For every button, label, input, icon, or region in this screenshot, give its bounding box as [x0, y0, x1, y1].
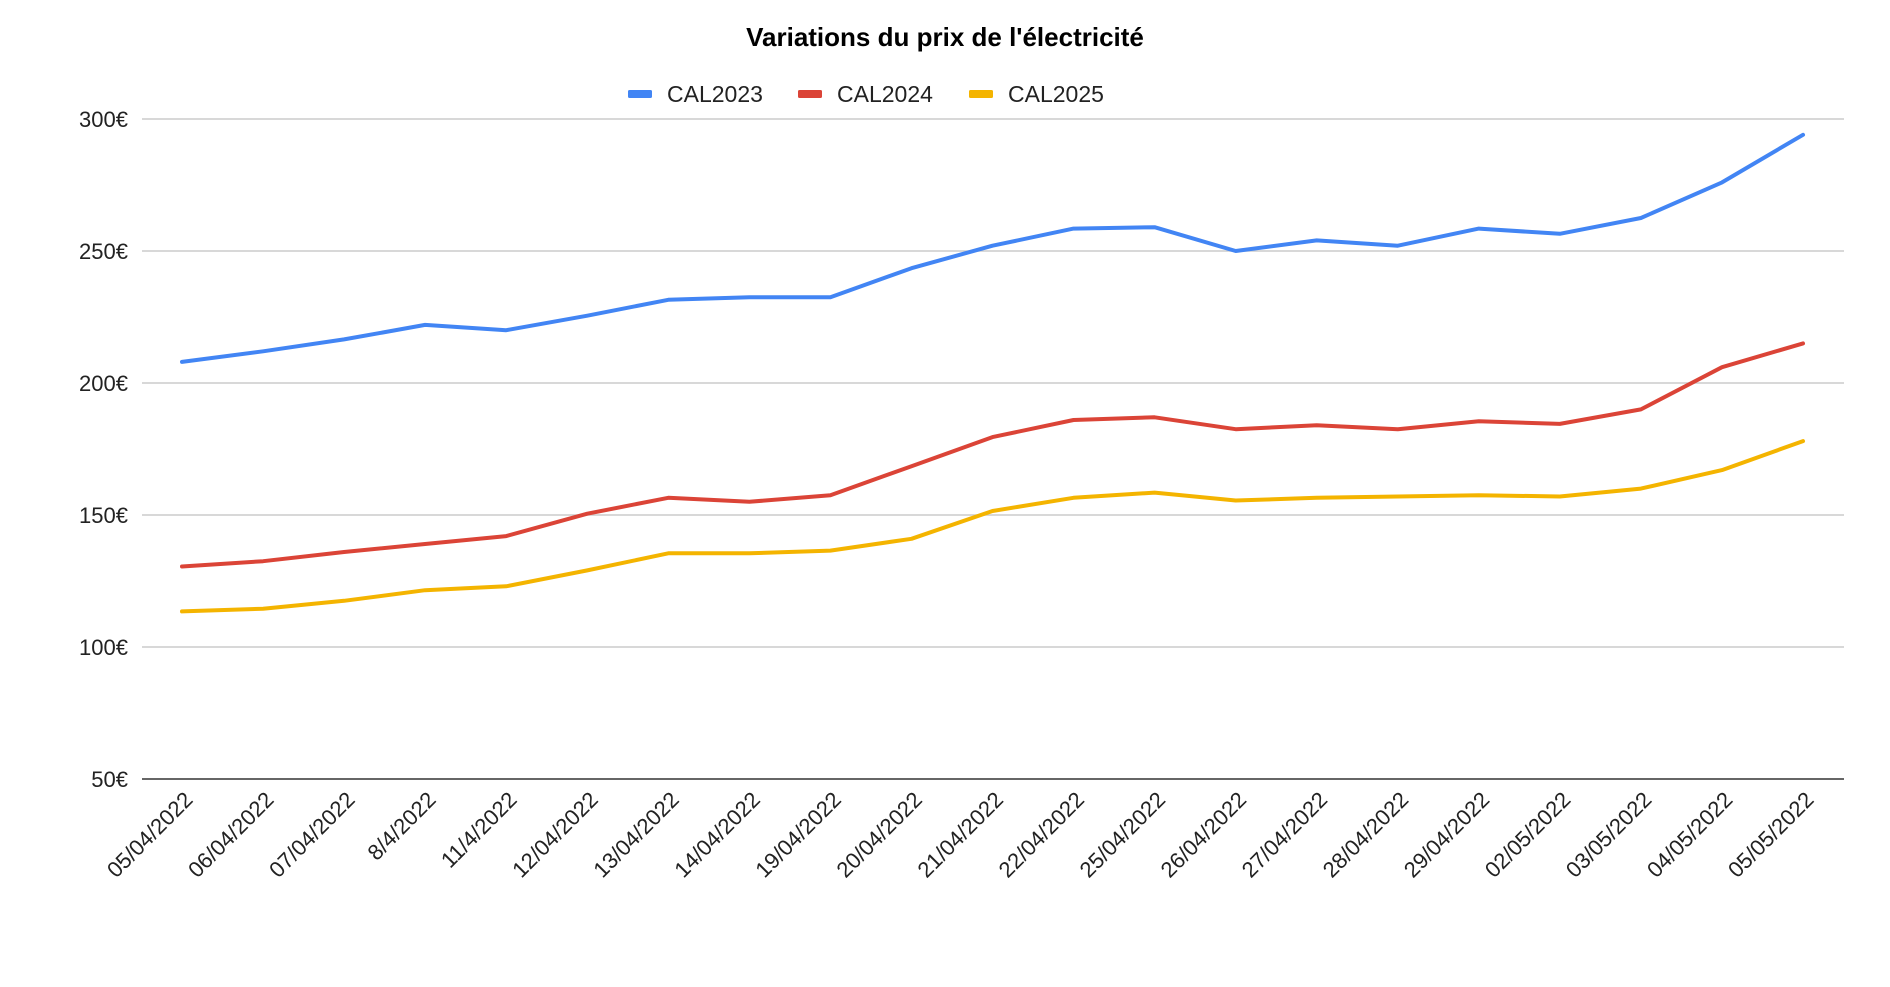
x-tick-label: 21/04/2022: [912, 787, 1008, 883]
x-tick-label: 11/4/2022: [436, 787, 522, 873]
x-tick-label: 19/04/2022: [750, 787, 846, 883]
y-tick-label: 250€: [79, 239, 128, 264]
x-tick-label: 06/04/2022: [183, 787, 279, 883]
y-tick-label: 50€: [91, 767, 128, 792]
x-tick-label: 12/04/2022: [507, 787, 603, 883]
x-tick-label: 07/04/2022: [264, 787, 360, 883]
x-tick-label: 03/05/2022: [1561, 787, 1657, 883]
x-tick-label: 05/04/2022: [102, 787, 198, 883]
y-tick-label: 150€: [79, 503, 128, 528]
legend-swatch: [798, 90, 822, 98]
chart-title: Variations du prix de l'électricité: [746, 22, 1144, 52]
gridlines: [142, 118, 1844, 780]
series-line-cal2025: [180, 439, 1805, 614]
legend-item-cal2025: CAL2025: [969, 81, 1104, 107]
legend-label: CAL2024: [837, 81, 933, 107]
y-tick-label: 300€: [79, 107, 128, 132]
legend-swatch: [628, 90, 652, 98]
series-line-cal2023: [180, 132, 1805, 364]
y-tick-label: 100€: [79, 635, 128, 660]
x-tick-label: 20/04/2022: [831, 787, 927, 883]
legend-item-cal2023: CAL2023: [628, 81, 763, 107]
y-axis: 50€ 100€ 150€ 200€ 250€ 300€: [79, 107, 128, 792]
y-tick-label: 200€: [79, 371, 128, 396]
x-tick-label: 22/04/2022: [994, 787, 1090, 883]
x-tick-label: 02/05/2022: [1480, 787, 1576, 883]
x-tick-label: 25/04/2022: [1075, 787, 1171, 883]
x-tick-label: 27/04/2022: [1237, 787, 1333, 883]
x-tick-label: 05/05/2022: [1723, 787, 1819, 883]
x-tick-label: 29/04/2022: [1399, 787, 1495, 883]
x-tick-label: 8/4/2022: [362, 787, 440, 865]
x-tick-label: 13/04/2022: [588, 787, 684, 883]
x-tick-label: 28/04/2022: [1318, 787, 1414, 883]
x-tick-label: 04/05/2022: [1642, 787, 1738, 883]
series-line-cal2024: [180, 341, 1805, 569]
x-tick-label: 26/04/2022: [1156, 787, 1252, 883]
series-lines: [180, 132, 1805, 614]
legend-item-cal2024: CAL2024: [798, 81, 933, 107]
legend-label: CAL2023: [667, 81, 763, 107]
legend-swatch: [969, 90, 993, 98]
legend-label: CAL2025: [1008, 81, 1104, 107]
x-tick-label: 14/04/2022: [669, 787, 765, 883]
legend: CAL2023 CAL2024 CAL2025: [628, 81, 1104, 107]
